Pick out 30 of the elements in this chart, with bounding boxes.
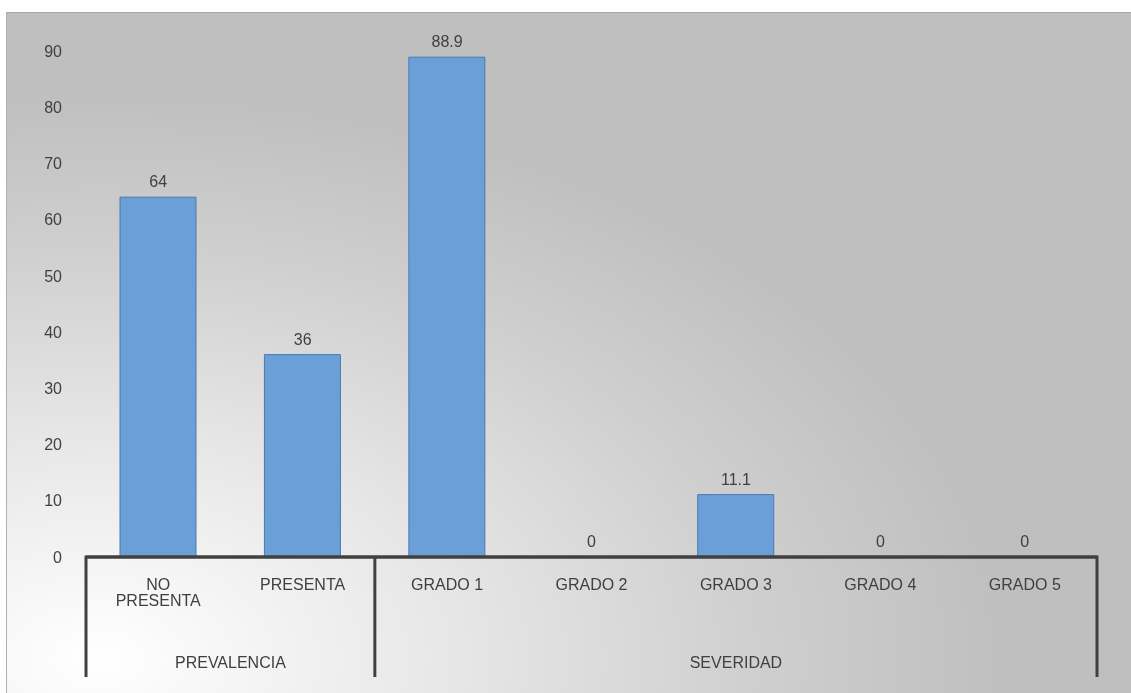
data-label: 64 bbox=[149, 173, 168, 191]
data-label: 0 bbox=[1020, 533, 1030, 550]
x-tick-label: GRADO 1 bbox=[411, 576, 484, 594]
x-tick-label: NO PRESENTA bbox=[115, 576, 202, 610]
data-label: 88.9 bbox=[431, 33, 463, 51]
x-tick-label: GRADO 4 bbox=[844, 576, 917, 594]
y-tick-label: 80 bbox=[44, 98, 63, 116]
y-tick-label: 40 bbox=[44, 323, 63, 341]
data-label: 0 bbox=[875, 533, 885, 550]
bar bbox=[119, 196, 197, 557]
text: SEVERIDAD bbox=[689, 654, 783, 671]
y-tick-label: 70 bbox=[44, 155, 63, 173]
data-label: 0 bbox=[587, 533, 597, 550]
data-label: 11.1 bbox=[720, 470, 752, 488]
y-tick-label: 20 bbox=[44, 436, 63, 454]
bar bbox=[697, 494, 775, 557]
bar bbox=[263, 354, 341, 557]
y-tick-label: 50 bbox=[44, 267, 63, 285]
y-tick-label: 90 bbox=[44, 42, 63, 60]
bar bbox=[408, 56, 486, 557]
y-tick-label: 30 bbox=[44, 380, 63, 398]
y-tick-label: 60 bbox=[44, 211, 63, 229]
y-tick-label: 10 bbox=[44, 492, 63, 510]
y-tick-label: 0 bbox=[53, 548, 63, 566]
data-label: 36 bbox=[293, 330, 312, 348]
x-tick-label: GRADO 3 bbox=[699, 576, 773, 594]
x-tick-label: GRADO 5 bbox=[988, 576, 1061, 594]
text: PREVALENCIA bbox=[175, 654, 287, 671]
x-tick-label: PRESENTA bbox=[260, 576, 346, 594]
x-tick-label: GRADO 2 bbox=[555, 576, 628, 594]
